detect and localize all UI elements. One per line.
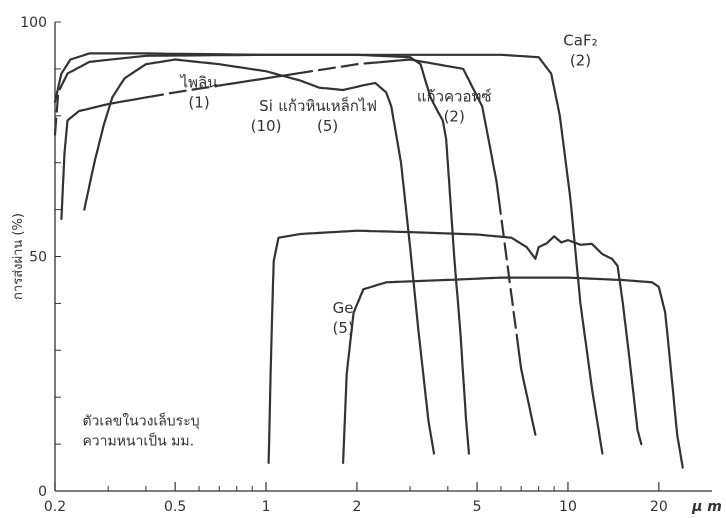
series-line [267, 229, 643, 464]
chart-notes: ตัวเลขในวงเล็บระบุความหนาเป็น มม. [82, 411, 199, 449]
x-tick-label: 5 [473, 499, 482, 515]
x-tick-label: 0.5 [164, 499, 186, 515]
series-label: ไพลิน(1) [180, 74, 218, 112]
series-line [146, 83, 230, 99]
series-line [227, 72, 298, 86]
y-tick-label: 100 [20, 15, 47, 31]
series-line [295, 61, 372, 75]
series-labels: ไพลิน(1) แก้วหินเหล็กไฟ(5) แก้วควอทซ์(2) Ca… [180, 31, 598, 336]
series-line [53, 85, 63, 136]
series-label: แก้วควอทซ์(2) [417, 88, 492, 126]
series-line [53, 52, 470, 455]
x-tick-label: 1 [262, 499, 271, 515]
series-line [497, 196, 519, 341]
x-tick-label: 20 [650, 499, 668, 515]
x-tick-label: 0.2 [44, 499, 66, 515]
series-line [60, 96, 149, 221]
series-line [60, 53, 604, 455]
x-axis-unit-label: μ m [691, 499, 722, 515]
series-line [516, 338, 537, 436]
series-line [342, 276, 684, 469]
x-tick-label: 10 [559, 499, 577, 515]
x-ticks: 0.2 0.5 1 2 5 10 20 [44, 482, 668, 515]
series-label: แก้วหินเหล็กไฟ(5) [278, 96, 377, 135]
series-label: Si (10) [251, 97, 282, 135]
series-line [369, 58, 500, 199]
thickness-note: ตัวเลขในวงเล็บระบุความหนาเป็น มม. [82, 411, 199, 449]
y-tick-label: 50 [29, 250, 47, 266]
y-tick-label: 0 [38, 484, 47, 500]
y-ticks: 0 50 100 [20, 15, 61, 500]
series-label: CaF₂ (2) [563, 31, 597, 69]
y-axis-label: การส่งผ่าน (%) [11, 213, 26, 300]
series-line [83, 58, 436, 455]
series-curves [53, 52, 684, 469]
series-label: Ge (5) [332, 299, 353, 337]
x-tick-label: 2 [352, 499, 361, 515]
